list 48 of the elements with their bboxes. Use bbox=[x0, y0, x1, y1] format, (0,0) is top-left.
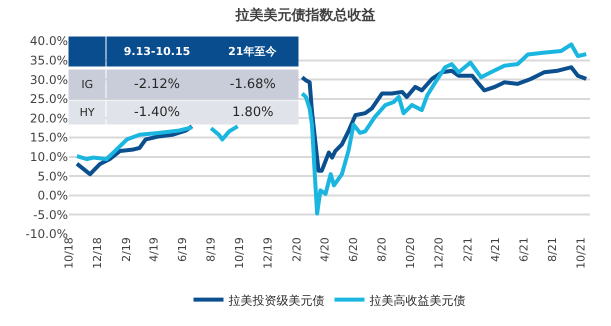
annotation: -1.68% bbox=[230, 77, 276, 92]
x-tick-label: 2/20 bbox=[290, 237, 304, 262]
x-tick-label: 10/21 bbox=[574, 237, 588, 269]
x-tick-label: 2/19 bbox=[120, 237, 134, 262]
x-tick-label: 6/19 bbox=[176, 237, 190, 262]
picture-table: 21年至今 bbox=[208, 36, 298, 66]
y-tick-label: 40.0% bbox=[30, 34, 68, 48]
x-tick-label: 8/21 bbox=[546, 237, 560, 262]
picture-table: 9.13-10.15 bbox=[106, 36, 208, 66]
picture-table: IG bbox=[68, 70, 106, 100]
y-tick-label: 15.0% bbox=[30, 130, 68, 145]
x-tick-label: 6/21 bbox=[518, 237, 531, 262]
y-tick-label: -5.0% bbox=[33, 208, 68, 222]
y-tick-label: 5.0% bbox=[38, 169, 68, 184]
annotation: IG bbox=[81, 78, 94, 92]
x-tick-label: 6/20 bbox=[347, 237, 360, 262]
x-tick-label: 10/19 bbox=[233, 237, 246, 269]
y-tick-label: 30.0% bbox=[30, 72, 68, 87]
x-tick-label: 10/20 bbox=[404, 237, 418, 269]
picture-table: -2.12% bbox=[106, 70, 208, 100]
picture-table: HY bbox=[68, 100, 106, 124]
annotation: 21年至今 bbox=[228, 44, 278, 58]
x-tick-label: 4/21 bbox=[489, 237, 502, 262]
y-tick-label: 35.0% bbox=[30, 54, 68, 68]
chart-title: 拉美美元债指数总收益 bbox=[234, 6, 376, 24]
x-tick-label: 12/18 bbox=[91, 237, 104, 269]
x-tick-label: 8/19 bbox=[204, 237, 218, 262]
picture-table: -1.68% bbox=[208, 70, 298, 100]
annotation: -1.40% bbox=[134, 104, 180, 120]
annotation: 9.13-10.15 bbox=[124, 44, 190, 58]
x-tick-label: 10/18 bbox=[62, 237, 76, 269]
y-tick-label: 0.0% bbox=[38, 188, 68, 203]
legend-label: 拉美高收益美元债 bbox=[370, 293, 466, 308]
x-tick-label: 4/20 bbox=[318, 237, 332, 262]
y-tick-label: 25.0% bbox=[30, 92, 68, 106]
x-tick-label: 12/20 bbox=[432, 237, 446, 269]
y-tick-label: 10.0% bbox=[30, 150, 68, 164]
x-tick-label: 8/20 bbox=[376, 237, 389, 262]
x-tick-label: 12/19 bbox=[262, 237, 275, 269]
picture-table: 1.80% bbox=[208, 100, 298, 124]
legend-label: 拉美投资级美元债 bbox=[228, 293, 324, 308]
picture-table: -1.40% bbox=[106, 100, 208, 124]
x-tick-label: 4/19 bbox=[148, 237, 161, 262]
annotation: HY bbox=[80, 106, 95, 119]
y-tick-label: 20.0% bbox=[30, 111, 68, 126]
annotation: -2.12% bbox=[134, 77, 180, 92]
annotation: 1.80% bbox=[232, 104, 274, 120]
x-tick-label: 2/21 bbox=[462, 237, 475, 262]
